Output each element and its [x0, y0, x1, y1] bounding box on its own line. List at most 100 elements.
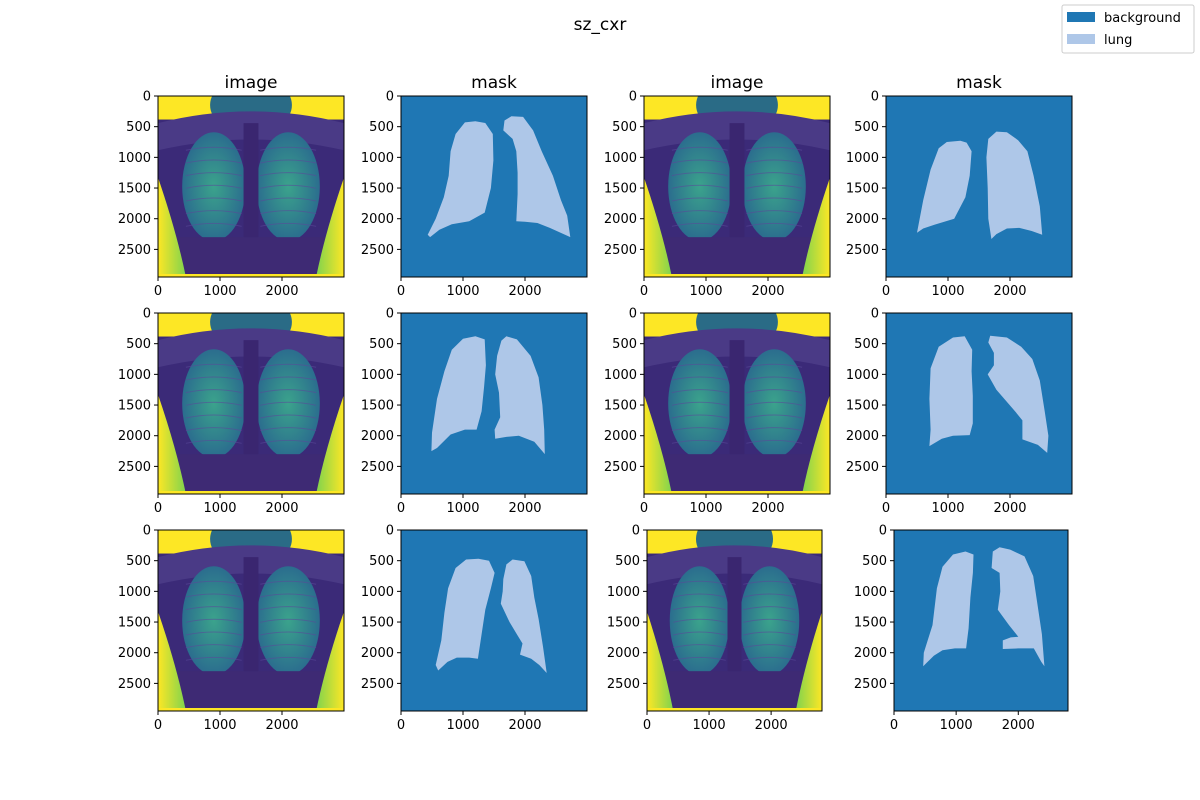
x-tick-label: 1000 — [689, 501, 722, 516]
y-tick-label: 1500 — [118, 399, 151, 414]
y-tick-label: 2000 — [846, 212, 879, 227]
xray-rib — [746, 146, 803, 151]
xray-rib — [185, 210, 242, 215]
mask-left-lung — [929, 336, 973, 447]
xray-left-lung — [182, 349, 246, 458]
xray-rib — [260, 146, 317, 151]
panel-image-r2c0: 0 500 1000 1500 2000 2500 0 1000 2000 — [118, 524, 345, 733]
xray-rib — [185, 172, 242, 177]
xray-rib — [185, 656, 242, 661]
panel-content — [401, 530, 587, 711]
xray-rib — [671, 172, 728, 177]
xray-bottom-strip — [158, 491, 344, 494]
y-tick-label: 2500 — [361, 677, 394, 692]
xray-rib — [671, 401, 728, 406]
x-tick-label: 1000 — [931, 284, 964, 299]
y-tick-label: 0 — [143, 307, 151, 322]
xray-right-lung — [742, 349, 806, 458]
y-tick-label: 1000 — [118, 585, 151, 600]
x-tick-label: 0 — [397, 501, 405, 516]
x-tick-label: 1000 — [203, 284, 236, 299]
x-tick-label: 1000 — [203, 718, 236, 733]
y-tick-label: 0 — [629, 307, 637, 322]
xray-bottom-strip — [158, 274, 344, 277]
panel-frame — [400, 95, 588, 278]
panel-image-r0c2: image 0 500 1000 1500 2000 2500 0 1000 2000 — [604, 73, 831, 299]
xray-right-lung — [742, 132, 806, 241]
y-tick-label: 1000 — [361, 585, 394, 600]
xray-rib — [746, 197, 803, 202]
xray-right-arm — [316, 611, 344, 711]
xray-rib — [743, 644, 796, 649]
xray-right-lung — [256, 566, 320, 675]
legend-label-lung: lung — [1104, 33, 1132, 48]
xray-bottom-strip — [647, 708, 822, 711]
y-tick-label: 500 — [369, 554, 394, 569]
y-tick-label: 2500 — [361, 460, 394, 475]
panel-mask-r2c3: 0 500 1000 1500 2000 2500 0 1000 2000 — [854, 524, 1069, 733]
xray-rib — [260, 631, 317, 636]
x-tick-label: 1000 — [446, 718, 479, 733]
xray-rib — [746, 439, 803, 444]
y-tick-label: 0 — [143, 524, 151, 539]
y-tick-label: 1000 — [607, 585, 640, 600]
panel-frame — [157, 529, 345, 712]
x-tick-label: 1000 — [446, 501, 479, 516]
xray-rib — [671, 222, 728, 227]
xray-rib — [185, 146, 242, 151]
xray-left-arm — [644, 177, 672, 277]
xray-rib — [671, 210, 728, 215]
x-tick-label: 1000 — [689, 284, 722, 299]
y-tick-label: 1000 — [118, 151, 151, 166]
xray-rib — [673, 606, 726, 611]
xray-bottom-strip — [644, 274, 830, 277]
xray-rib — [671, 439, 728, 444]
xray-rib — [671, 427, 728, 432]
xray-left-arm — [647, 611, 674, 711]
panel-mask-r0c3: mask 0 500 1000 1500 2000 2500 0 1000 2000 — [846, 73, 1073, 299]
xray-abdomen — [158, 671, 344, 711]
x-tick-label: 2000 — [508, 718, 541, 733]
x-tick-label: 2000 — [751, 501, 784, 516]
y-tick-label: 2500 — [118, 243, 151, 258]
y-tick-label: 2000 — [118, 429, 151, 444]
y-tick-label: 500 — [369, 337, 394, 352]
panel-content — [647, 530, 822, 711]
xray-left-lung — [182, 132, 246, 241]
xray-right-arm — [802, 394, 830, 494]
panel-image-r2c2: 0 500 1000 1500 2000 2500 0 1000 2000 — [607, 524, 823, 733]
xray-rib — [260, 222, 317, 227]
xray-rib — [743, 580, 796, 585]
xray-rib — [185, 644, 242, 649]
y-tick-label: 2000 — [854, 646, 887, 661]
y-tick-label: 1000 — [361, 151, 394, 166]
panel-content — [894, 530, 1068, 711]
y-tick-label: 2000 — [607, 646, 640, 661]
mask-left-lung — [923, 551, 974, 667]
xray-bottom-strip — [158, 708, 344, 711]
xray-rib — [673, 580, 726, 585]
panel-title: image — [711, 73, 764, 93]
x-tick-label: 1000 — [446, 284, 479, 299]
xray-rib — [671, 146, 728, 151]
x-tick-label: 0 — [882, 501, 890, 516]
y-tick-label: 1500 — [361, 616, 394, 631]
legend-swatch-lung — [1067, 34, 1095, 44]
mask-left-lung — [427, 121, 494, 238]
y-tick-label: 500 — [612, 120, 637, 135]
xray-rib — [185, 401, 242, 406]
x-tick-label: 2000 — [755, 718, 788, 733]
y-tick-label: 1000 — [854, 585, 887, 600]
x-tick-label: 0 — [643, 718, 651, 733]
panel-content — [158, 96, 344, 277]
xray-rib — [260, 656, 317, 661]
xray-rib — [260, 172, 317, 177]
x-tick-label: 1000 — [693, 718, 726, 733]
xray-rib — [185, 197, 242, 202]
xray-rib — [746, 401, 803, 406]
y-tick-label: 1500 — [604, 399, 637, 414]
y-tick-label: 500 — [126, 337, 151, 352]
mask-left-lung — [917, 140, 972, 233]
y-tick-label: 1500 — [846, 399, 879, 414]
xray-rib — [743, 606, 796, 611]
